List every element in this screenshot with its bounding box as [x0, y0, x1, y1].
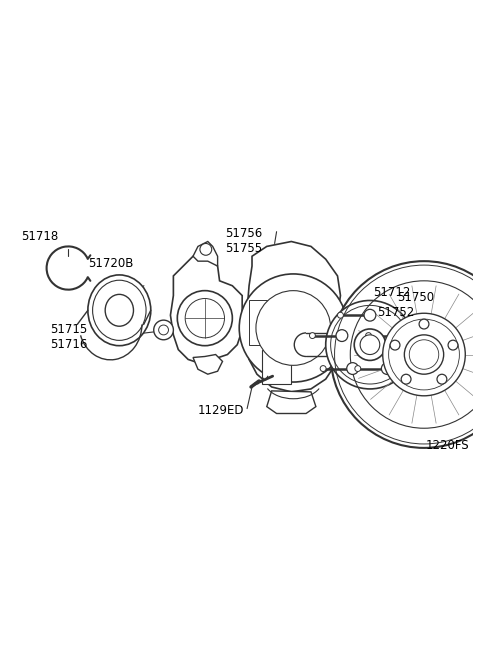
- Circle shape: [177, 291, 232, 346]
- Circle shape: [360, 335, 380, 354]
- Polygon shape: [193, 242, 217, 266]
- Circle shape: [331, 261, 480, 448]
- Text: 1129ED: 1129ED: [198, 404, 244, 417]
- Circle shape: [239, 274, 348, 382]
- Circle shape: [200, 244, 212, 255]
- Circle shape: [448, 340, 458, 350]
- Circle shape: [355, 365, 361, 371]
- Circle shape: [326, 301, 414, 389]
- Circle shape: [392, 329, 404, 341]
- Circle shape: [154, 320, 173, 340]
- Text: 51750: 51750: [397, 291, 434, 304]
- Polygon shape: [267, 391, 316, 413]
- Circle shape: [419, 319, 429, 329]
- Circle shape: [336, 329, 348, 341]
- Circle shape: [185, 299, 225, 338]
- Circle shape: [310, 333, 315, 339]
- Text: 1220FS: 1220FS: [426, 440, 469, 453]
- Text: 51712: 51712: [373, 286, 410, 299]
- Circle shape: [390, 340, 400, 350]
- Polygon shape: [262, 350, 291, 384]
- Text: 51716: 51716: [50, 338, 88, 351]
- Circle shape: [256, 291, 331, 365]
- Circle shape: [383, 313, 465, 396]
- Circle shape: [401, 374, 411, 384]
- Circle shape: [159, 325, 168, 335]
- Circle shape: [364, 309, 376, 321]
- Circle shape: [320, 365, 326, 371]
- Text: 51756: 51756: [226, 227, 263, 240]
- Circle shape: [337, 312, 343, 318]
- Polygon shape: [170, 256, 242, 364]
- Text: 51715: 51715: [50, 324, 88, 337]
- Polygon shape: [193, 354, 223, 374]
- Circle shape: [404, 335, 444, 374]
- Circle shape: [347, 363, 359, 375]
- Circle shape: [382, 363, 393, 375]
- Polygon shape: [249, 301, 267, 345]
- Polygon shape: [247, 242, 340, 392]
- Circle shape: [366, 333, 372, 339]
- Ellipse shape: [105, 294, 133, 326]
- Text: 51720B: 51720B: [88, 257, 133, 270]
- Text: 51718: 51718: [21, 230, 58, 243]
- Ellipse shape: [88, 275, 151, 346]
- Text: 51755: 51755: [226, 242, 263, 255]
- Text: 51752: 51752: [377, 306, 414, 319]
- Circle shape: [437, 374, 447, 384]
- Circle shape: [354, 329, 385, 360]
